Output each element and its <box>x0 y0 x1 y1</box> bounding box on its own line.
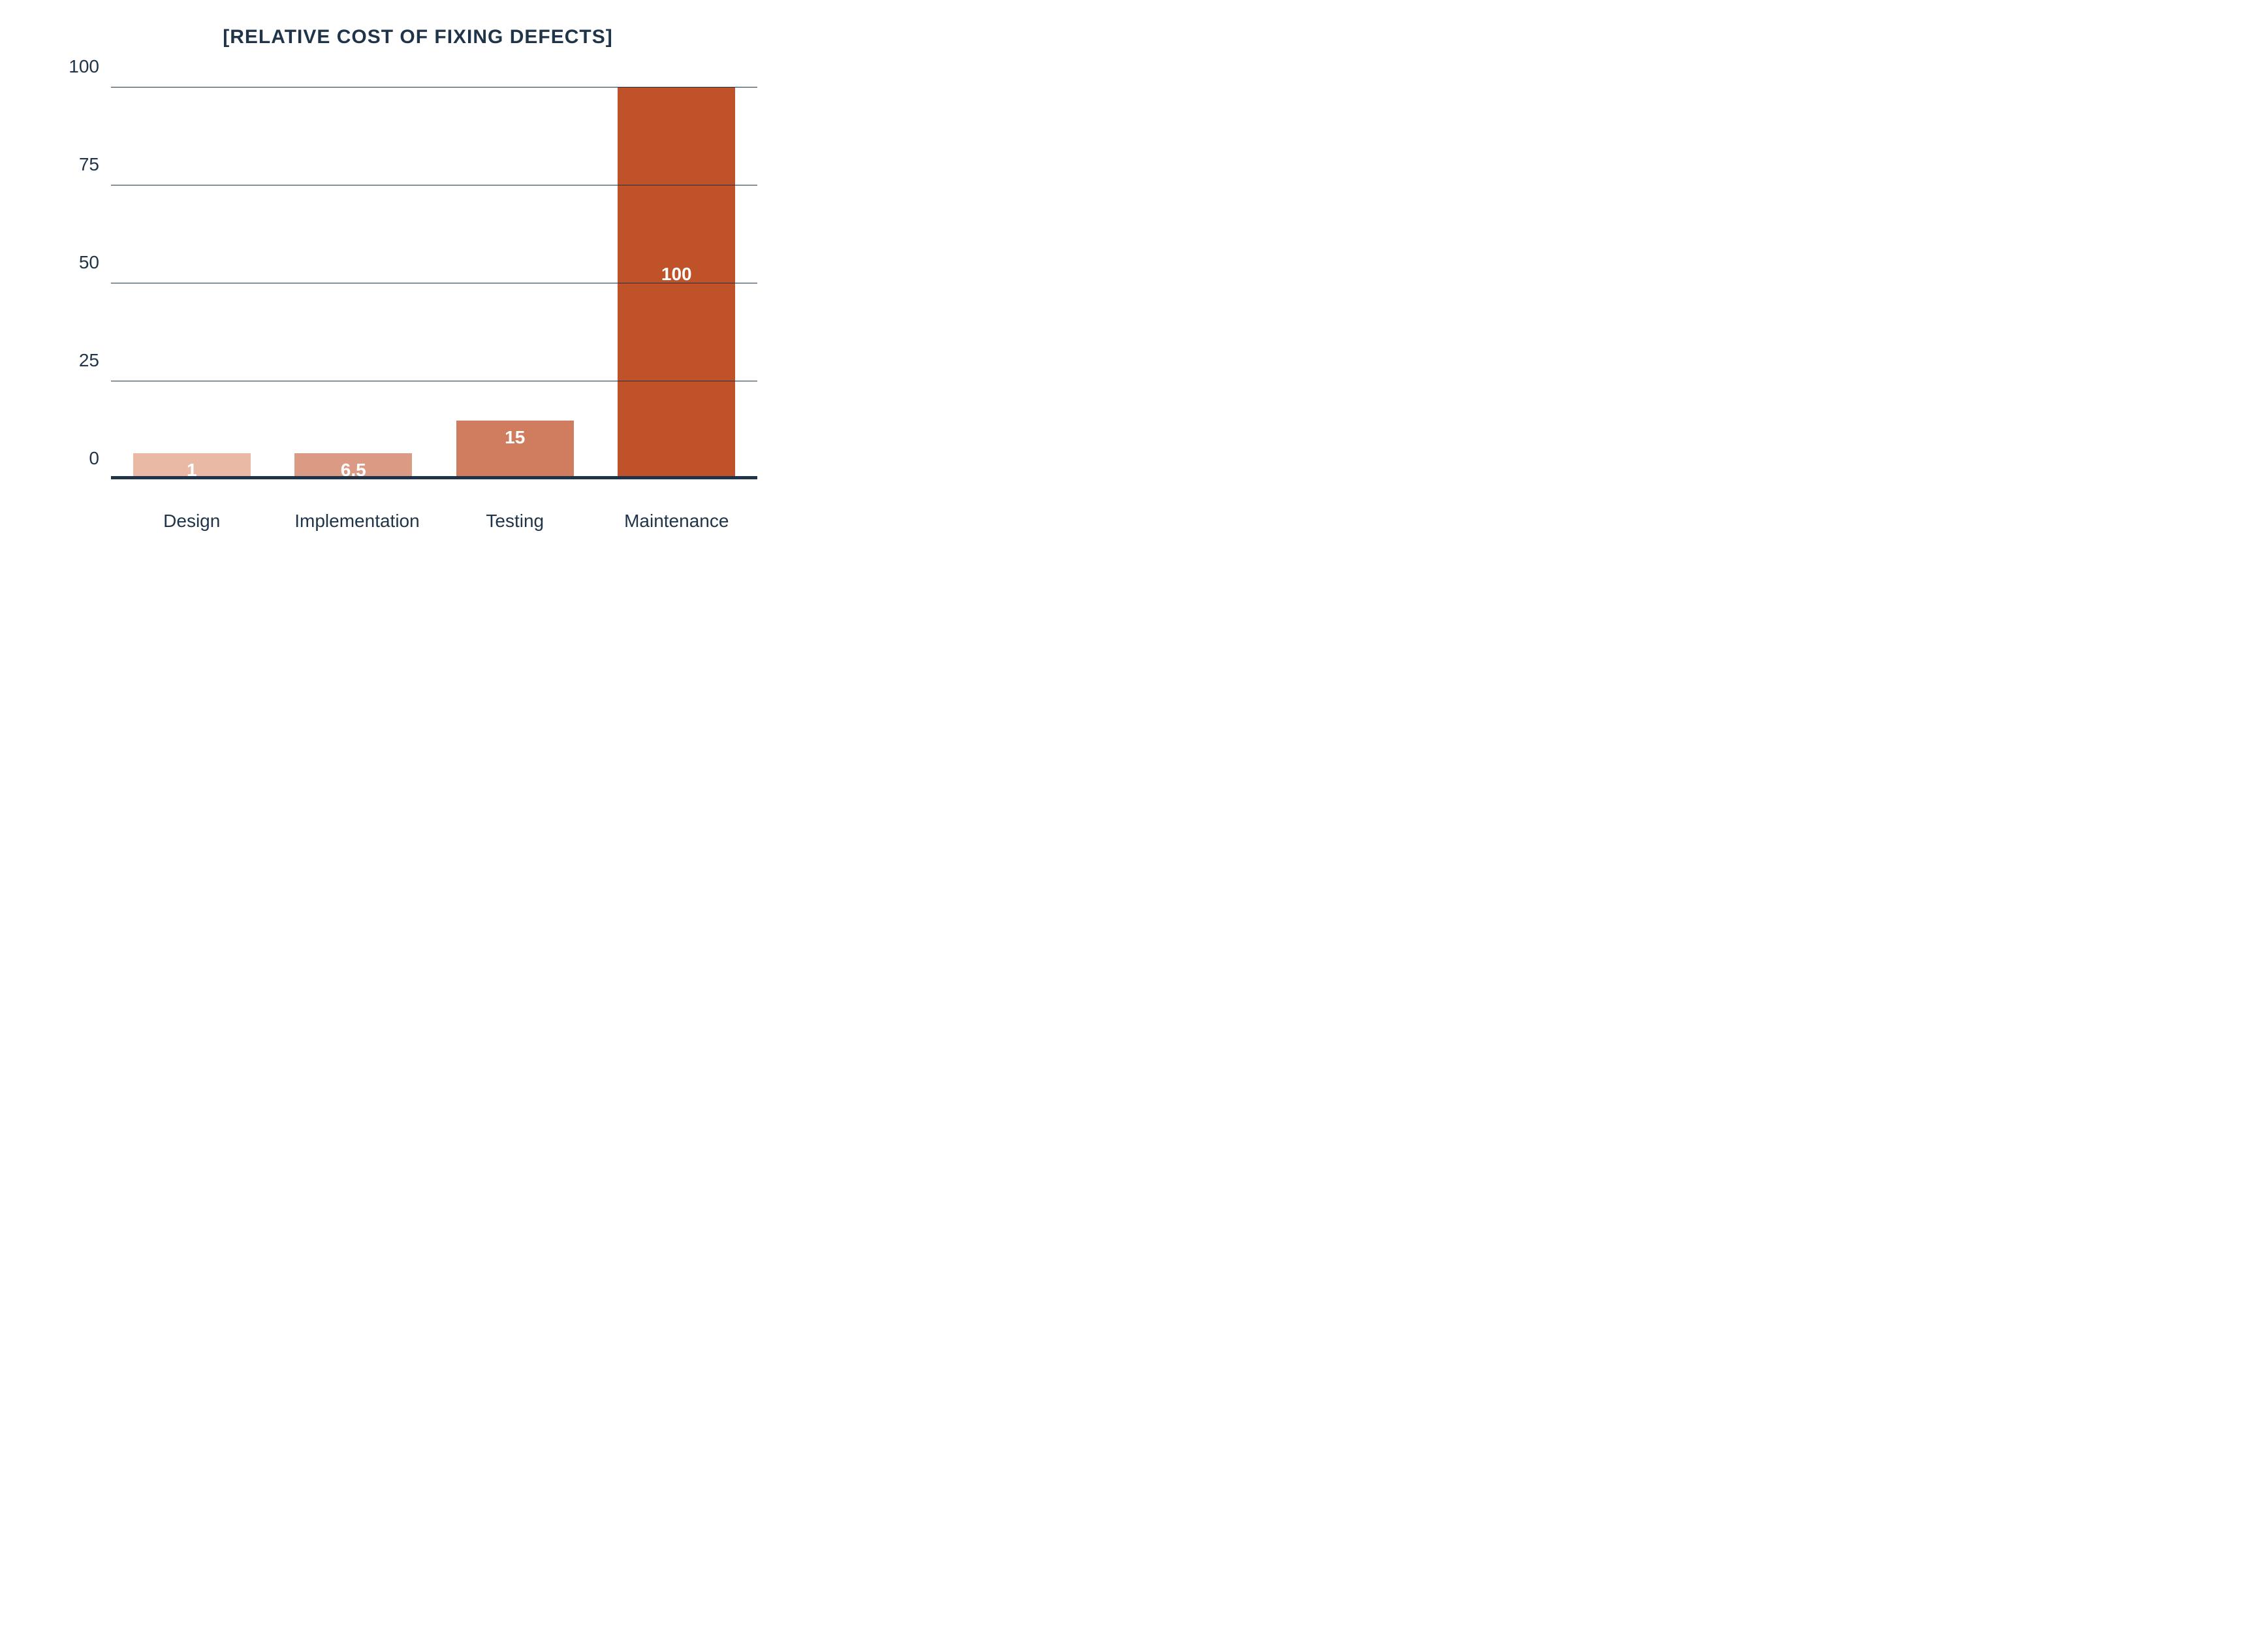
bar-value-label: 15 <box>456 427 574 448</box>
x-axis-label: Implementation <box>294 511 412 532</box>
bar-column: 6.5 <box>294 88 412 479</box>
x-axis-label: Maintenance <box>618 511 735 532</box>
bar-value-label: 100 <box>618 264 735 285</box>
bar-column: 100 <box>618 88 735 479</box>
ytick-label: 75 <box>79 154 111 175</box>
x-axis-labels: Design Implementation Testing Maintenance <box>111 511 757 532</box>
bars-group: 1 6.5 15 100 <box>111 88 757 479</box>
ytick-label: 100 <box>69 56 111 77</box>
bar: 1 <box>133 453 251 479</box>
x-axis-label: Testing <box>456 511 574 532</box>
x-axis-label: Design <box>133 511 251 532</box>
plot-area: 16.515100 0255075100 <box>111 88 757 479</box>
bar-column: 1 <box>133 88 251 479</box>
ytick-label: 50 <box>79 252 111 273</box>
chart-container: [RELATIVE COST OF FIXING DEFECTS] 1 6.5 15… <box>0 0 836 601</box>
chart-title: [RELATIVE COST OF FIXING DEFECTS] <box>39 26 796 48</box>
bar-column: 15 <box>456 88 574 479</box>
x-axis <box>111 476 757 479</box>
gridline <box>111 87 757 88</box>
bar: 100 <box>618 88 735 479</box>
ytick-label: 25 <box>79 350 111 371</box>
ytick-label: 0 <box>89 448 111 469</box>
bar: 15 <box>456 421 574 479</box>
bar: 6.5 <box>294 453 412 479</box>
